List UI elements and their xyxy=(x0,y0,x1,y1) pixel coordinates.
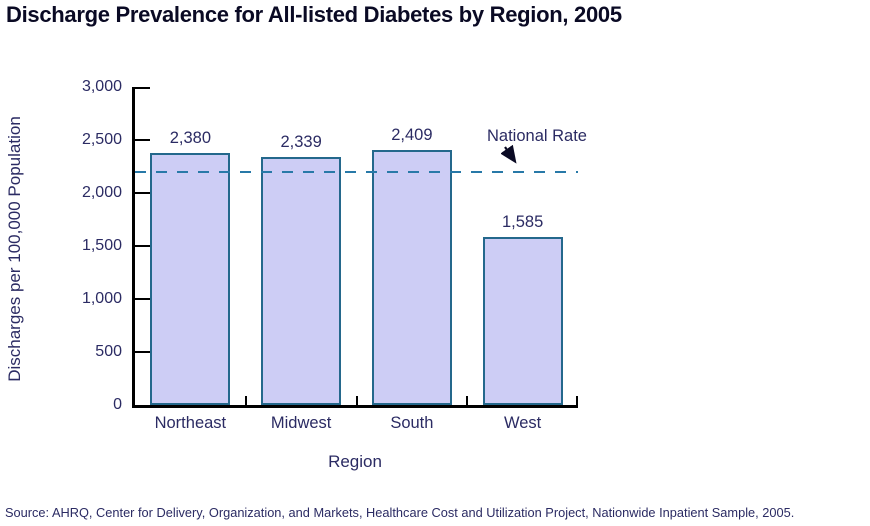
national-rate-line xyxy=(135,170,578,173)
y-axis-tick xyxy=(135,192,150,194)
x-category-label: Midwest xyxy=(270,414,332,432)
chart-title: Discharge Prevalence for All-listed Diab… xyxy=(6,2,622,27)
bar-value-label: 2,339 xyxy=(280,133,322,152)
y-tick-label: 0 xyxy=(113,396,122,413)
plot-area xyxy=(132,87,578,408)
bar-northeast xyxy=(150,152,231,405)
y-axis-tick xyxy=(135,245,150,247)
x-axis-title: Region xyxy=(328,452,382,471)
x-axis-tick xyxy=(466,396,469,405)
y-axis-tick xyxy=(135,87,150,89)
y-axis-title: Discharges per 100,000 Population xyxy=(5,116,24,382)
bar-south xyxy=(371,149,452,405)
x-category-label: South xyxy=(390,414,434,432)
y-tick-label: 1,500 xyxy=(81,237,122,254)
y-tick-label: 1,000 xyxy=(81,290,122,307)
y-tick-label: 2,500 xyxy=(81,131,122,148)
bar-value-label: 2,380 xyxy=(169,128,212,147)
x-category-label: West xyxy=(503,414,542,432)
x-axis-tick xyxy=(576,396,578,405)
y-axis-tick xyxy=(135,298,150,300)
bar-value-label: 1,585 xyxy=(501,212,544,231)
national-rate-label: National Rate xyxy=(487,127,587,145)
bar-value-label: 2,409 xyxy=(391,125,433,144)
y-tick-label: 3,000 xyxy=(81,78,122,95)
source-note: Source: AHRQ, Center for Delivery, Organ… xyxy=(5,505,795,520)
y-axis-tick xyxy=(135,139,150,141)
bar-midwest xyxy=(261,157,342,405)
x-category-label: Northeast xyxy=(154,414,227,432)
bar-west xyxy=(482,237,563,405)
y-axis-tick xyxy=(135,351,150,353)
y-tick-label: 2,000 xyxy=(81,184,122,201)
national-rate-arrow-icon xyxy=(501,144,517,164)
x-axis-tick xyxy=(355,396,358,405)
y-tick-label: 500 xyxy=(95,343,122,360)
x-axis-tick xyxy=(244,396,247,405)
